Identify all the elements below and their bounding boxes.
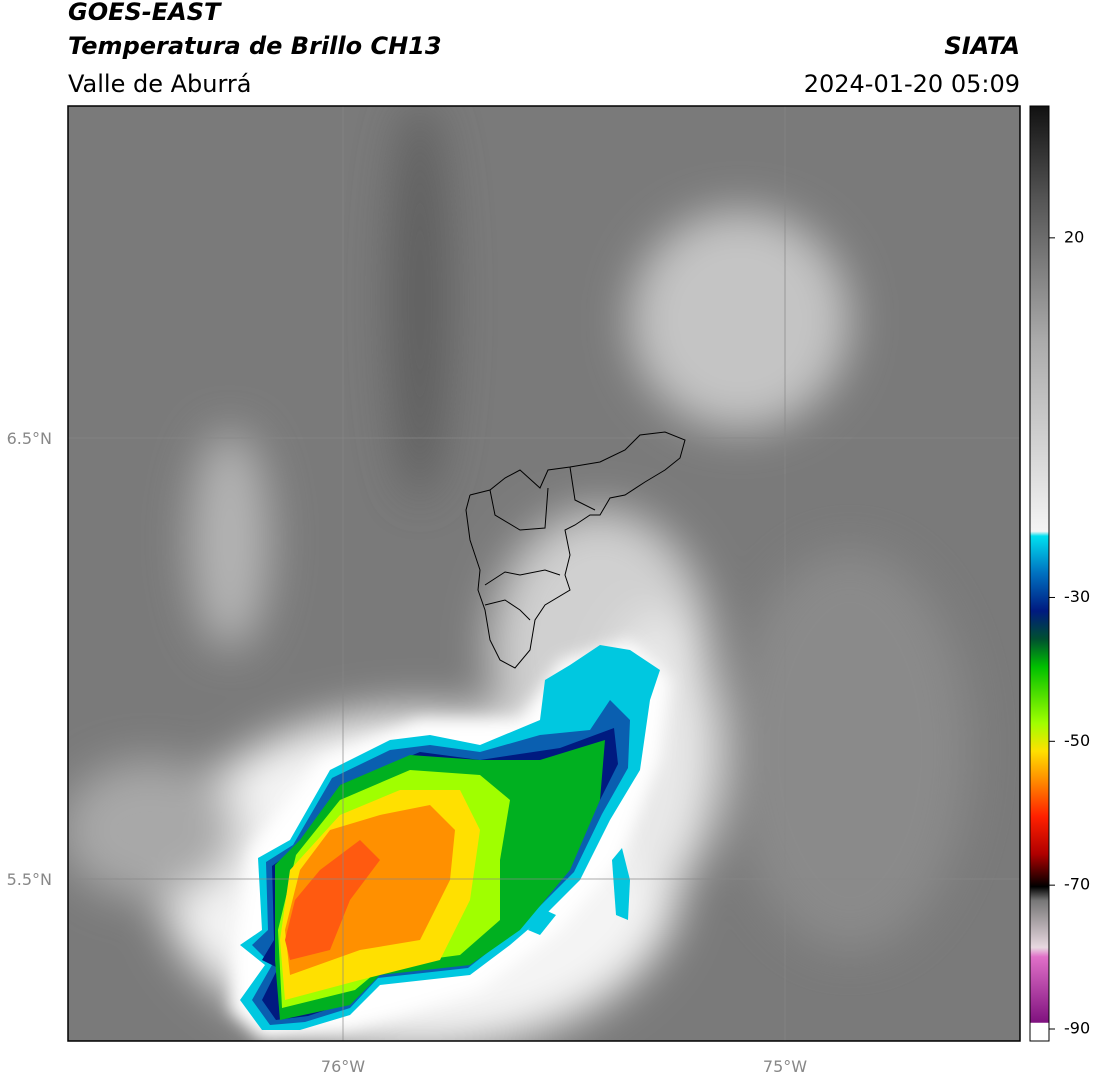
colorbar <box>1029 105 1050 1042</box>
colorbar-tick-label: -30 <box>1064 587 1090 606</box>
colorbar-tick-label: -90 <box>1064 1019 1090 1038</box>
valle-outline <box>465 431 686 669</box>
lon-label: 76°W <box>321 1057 365 1076</box>
colorbar-tick-label: -50 <box>1064 731 1090 750</box>
graticule <box>68 106 1020 1041</box>
region: Valle de Aburrá <box>68 70 252 98</box>
lon-label: 75°W <box>763 1057 807 1076</box>
datetime: 2024-01-20 05:09 <box>804 70 1020 98</box>
lat-label: 6.5°N <box>7 429 52 448</box>
colorbar-tick-label: -70 <box>1064 875 1090 894</box>
subtitle: Temperatura de Brillo CH13 <box>68 32 442 60</box>
title: GOES-EAST <box>68 0 222 26</box>
source: SIATA <box>944 32 1020 60</box>
map-frame <box>67 105 1021 1042</box>
map-image <box>68 106 1020 1041</box>
colorbar-tick-label: 20 <box>1064 227 1084 246</box>
lat-label: 5.5°N <box>7 870 52 889</box>
